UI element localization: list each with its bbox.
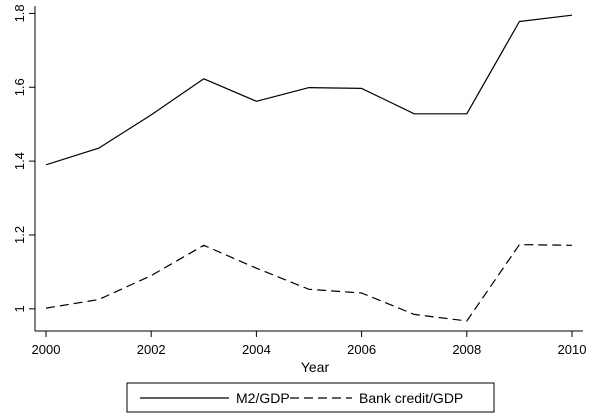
y-tick-label: 1.6 <box>12 78 27 96</box>
y-tick-label: 1 <box>12 305 27 312</box>
series-line-m2-gdp <box>45 14 573 166</box>
x-tick-label: 2008 <box>452 342 481 357</box>
axes <box>34 6 583 332</box>
y-tick-label: 1.4 <box>12 152 27 170</box>
y-tick-label: 1.8 <box>12 4 27 22</box>
x-tick-label: 2000 <box>32 342 61 357</box>
legend-label-m2-gdp: M2/GDP <box>236 390 290 406</box>
legend-label-bank-credit-gdp: Bank credit/GDP <box>359 390 463 406</box>
x-ticks: 2000 2002 2004 2006 2008 2010 <box>32 331 587 357</box>
legend: M2/GDP Bank credit/GDP <box>126 382 495 413</box>
series-line-bank-credit-gdp <box>45 244 573 322</box>
x-axis-title: Year <box>301 359 330 375</box>
x-tick-label: 2010 <box>558 342 587 357</box>
x-tick-label: 2004 <box>242 342 271 357</box>
y-tick-label: 1.2 <box>12 226 27 244</box>
series-group <box>45 14 573 322</box>
x-tick-label: 2006 <box>347 342 376 357</box>
y-ticks: 1 1.2 1.4 1.6 1.8 <box>12 4 35 312</box>
x-tick-label: 2002 <box>137 342 166 357</box>
